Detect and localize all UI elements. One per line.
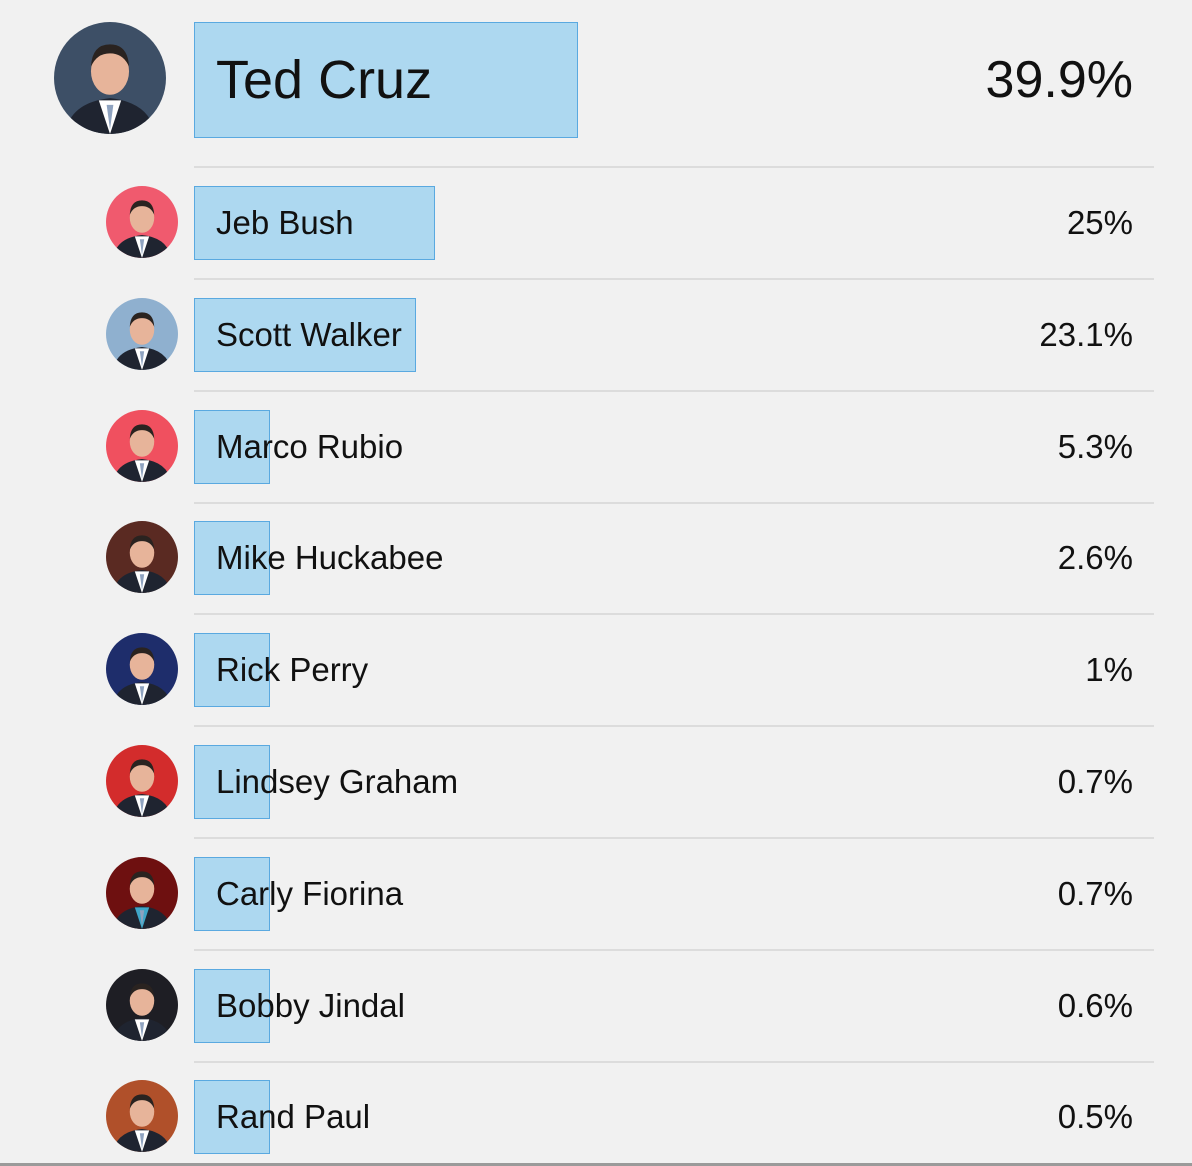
vote-share-bar — [194, 1080, 270, 1154]
candidate-percent: 2.6% — [1057, 539, 1133, 576]
row-divider — [194, 613, 1154, 615]
vote-share-bar — [194, 745, 270, 819]
candidate-percent: 25% — [1066, 204, 1133, 241]
candidate-photo — [106, 745, 178, 817]
candidate-photo — [106, 969, 178, 1041]
candidate-name: Bobby Jindal — [216, 987, 405, 1024]
row-divider — [194, 502, 1154, 504]
candidate-name: Scott Walker — [216, 316, 402, 353]
row-divider — [194, 1061, 1154, 1063]
vote-share-bar — [194, 969, 270, 1043]
candidate-name: Mike Huckabee — [216, 539, 444, 576]
vote-share-bar — [194, 298, 416, 372]
candidate-percent: 39.9% — [985, 51, 1133, 109]
candidate-percent: 0.6% — [1057, 987, 1133, 1024]
candidate-photo — [106, 521, 178, 593]
candidate-photo — [106, 186, 178, 258]
row-divider — [194, 837, 1154, 839]
vote-share-bar — [194, 857, 270, 931]
vote-share-bar — [194, 186, 435, 260]
vote-share-bar — [194, 410, 270, 484]
candidate-photo — [106, 410, 178, 482]
candidate-photo — [106, 298, 178, 370]
candidate-name: Jeb Bush — [216, 204, 354, 241]
candidate-percent: 0.7% — [1057, 875, 1133, 912]
row-divider — [194, 949, 1154, 951]
candidate-percent: 23.1% — [1039, 316, 1133, 353]
candidate-name: Carly Fiorina — [216, 875, 404, 912]
candidate-percent: 5.3% — [1057, 428, 1133, 465]
vote-share-bar — [194, 521, 270, 595]
bottom-rule — [0, 1163, 1192, 1166]
candidate-name: Rand Paul — [216, 1098, 371, 1135]
candidate-name: Ted Cruz — [216, 50, 433, 110]
row-divider — [194, 278, 1154, 280]
candidate-photo — [54, 22, 166, 134]
candidate-name: Lindsey Graham — [216, 763, 459, 800]
vote-share-bar — [194, 22, 578, 138]
candidate-name: Marco Rubio — [216, 428, 404, 465]
vote-share-bar — [194, 633, 270, 707]
candidate-percent: 0.5% — [1057, 1098, 1133, 1135]
row-divider — [194, 725, 1154, 727]
row-divider — [194, 390, 1154, 392]
row-divider — [194, 166, 1154, 168]
candidate-percent: 0.7% — [1057, 763, 1133, 800]
candidate-photo — [106, 857, 178, 929]
candidate-percent: 1% — [1085, 651, 1133, 688]
candidate-photo — [106, 1080, 178, 1152]
candidate-name: Rick Perry — [216, 651, 369, 688]
candidate-photo — [106, 633, 178, 705]
